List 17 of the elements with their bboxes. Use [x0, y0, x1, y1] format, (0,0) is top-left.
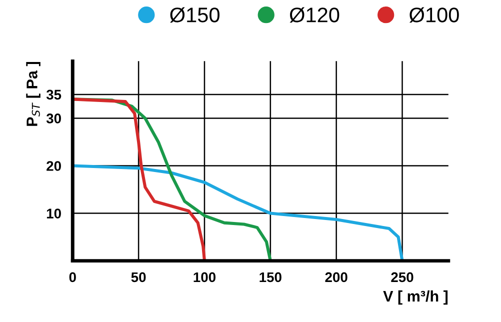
y-axis-title: P$_{ST}$ [ Pa ]: [26, 62, 40, 126]
line-series: [72, 98, 206, 261]
y-tick-label: 30: [46, 114, 61, 124]
line-series: [72, 164, 404, 261]
y-tick-label: 20: [46, 161, 61, 171]
x-tick-label: 100: [194, 272, 216, 282]
legend-label: Ø120: [290, 7, 340, 23]
y-tick-label: 10: [46, 208, 61, 218]
y-tick-label: 35: [46, 90, 62, 100]
x-axis-title: V [ m³/h ]: [383, 290, 448, 305]
legend-label: Ø150: [170, 7, 220, 23]
x-tick-label: 50: [131, 272, 146, 282]
x-tick-label: 150: [260, 272, 282, 282]
legend-label: Ø100: [409, 7, 459, 23]
x-tick-label: 250: [391, 272, 414, 282]
x-tick-label: 200: [325, 272, 348, 282]
x-tick-label: 0: [69, 272, 76, 282]
